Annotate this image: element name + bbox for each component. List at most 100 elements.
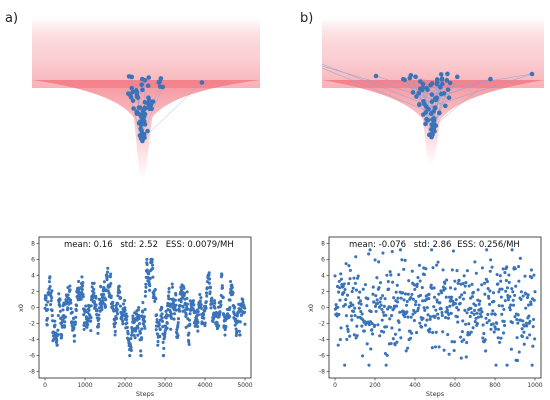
funnel-node xyxy=(142,78,148,83)
data-point xyxy=(505,286,510,290)
data-point xyxy=(357,306,361,310)
x-tick-label: 3000 xyxy=(157,382,172,389)
data-point xyxy=(94,296,98,300)
funnel-node xyxy=(423,121,428,127)
data-point xyxy=(174,303,178,307)
data-point xyxy=(187,318,191,322)
data-point xyxy=(239,307,243,311)
data-point xyxy=(243,310,247,314)
data-point xyxy=(388,270,392,274)
data-point xyxy=(343,303,347,307)
data-point xyxy=(179,300,183,304)
data-point xyxy=(411,297,415,301)
data-point xyxy=(517,350,521,354)
data-point xyxy=(395,283,399,287)
funnel-node xyxy=(373,73,379,79)
data-point xyxy=(366,297,370,301)
data-point xyxy=(432,286,436,290)
data-point xyxy=(503,271,507,275)
data-point xyxy=(506,298,511,302)
data-point xyxy=(49,302,53,307)
data-point xyxy=(490,265,494,269)
data-point xyxy=(346,329,350,333)
data-point xyxy=(519,297,523,302)
data-point xyxy=(182,291,187,295)
data-point xyxy=(438,301,442,305)
data-point xyxy=(523,274,527,278)
data-point xyxy=(339,326,343,330)
data-point xyxy=(453,279,457,283)
data-point xyxy=(358,299,362,303)
data-point xyxy=(497,304,501,308)
data-point xyxy=(155,313,159,317)
funnel-edge xyxy=(152,86,161,102)
data-point xyxy=(237,329,241,333)
data-point xyxy=(178,303,182,307)
data-point xyxy=(463,284,467,288)
data-point xyxy=(207,271,211,275)
data-point xyxy=(187,342,191,346)
data-point xyxy=(70,324,74,328)
data-point xyxy=(473,320,477,324)
data-point xyxy=(113,329,117,334)
data-point xyxy=(472,312,476,316)
data-point xyxy=(53,323,57,327)
data-point xyxy=(202,313,206,317)
data-point xyxy=(142,324,146,328)
data-point xyxy=(87,308,91,312)
funnel-density-a xyxy=(32,18,260,180)
data-point xyxy=(50,309,54,313)
data-point xyxy=(145,257,149,261)
data-point xyxy=(95,309,99,313)
data-point xyxy=(474,316,478,320)
data-point xyxy=(384,325,389,329)
data-point xyxy=(56,328,60,332)
data-point xyxy=(470,282,474,286)
data-point xyxy=(470,311,474,315)
data-point xyxy=(465,311,469,315)
data-point xyxy=(499,336,503,340)
data-point xyxy=(145,262,149,267)
data-point xyxy=(361,287,365,291)
data-point xyxy=(388,317,392,321)
data-point xyxy=(128,354,132,358)
data-point xyxy=(121,302,126,306)
data-point xyxy=(106,266,110,270)
data-point xyxy=(154,328,158,332)
funnel-b-top-band xyxy=(322,18,544,88)
data-point xyxy=(453,287,457,291)
data-point xyxy=(151,275,155,279)
y-tick-label: 2 xyxy=(31,288,35,295)
plot-b-stats: mean: -0.076 std: 2.86 ESS: 0.256/MH xyxy=(349,240,520,250)
plot-b-mean-label: mean: xyxy=(349,240,379,250)
data-point xyxy=(427,292,431,296)
data-point xyxy=(402,298,406,302)
data-point xyxy=(477,302,481,306)
data-point xyxy=(132,333,136,337)
data-point xyxy=(441,330,445,334)
data-point xyxy=(476,315,481,319)
data-point xyxy=(344,298,348,302)
funnel-edge xyxy=(433,78,491,127)
data-point xyxy=(381,294,385,298)
data-point xyxy=(445,308,449,312)
data-point xyxy=(115,312,120,316)
data-point xyxy=(82,327,86,331)
data-point xyxy=(369,347,373,351)
data-point xyxy=(479,307,483,311)
data-point xyxy=(532,273,536,277)
data-point xyxy=(515,317,519,322)
data-point xyxy=(198,292,202,297)
data-point xyxy=(426,313,430,317)
funnel-node xyxy=(126,74,132,79)
data-point xyxy=(58,304,62,308)
data-point xyxy=(78,295,82,299)
data-point xyxy=(72,326,76,330)
data-point xyxy=(499,279,503,283)
data-point xyxy=(116,294,120,298)
data-point xyxy=(121,322,125,326)
data-point xyxy=(179,285,183,289)
data-point xyxy=(484,316,488,320)
data-point xyxy=(428,315,433,319)
data-point xyxy=(400,258,404,262)
